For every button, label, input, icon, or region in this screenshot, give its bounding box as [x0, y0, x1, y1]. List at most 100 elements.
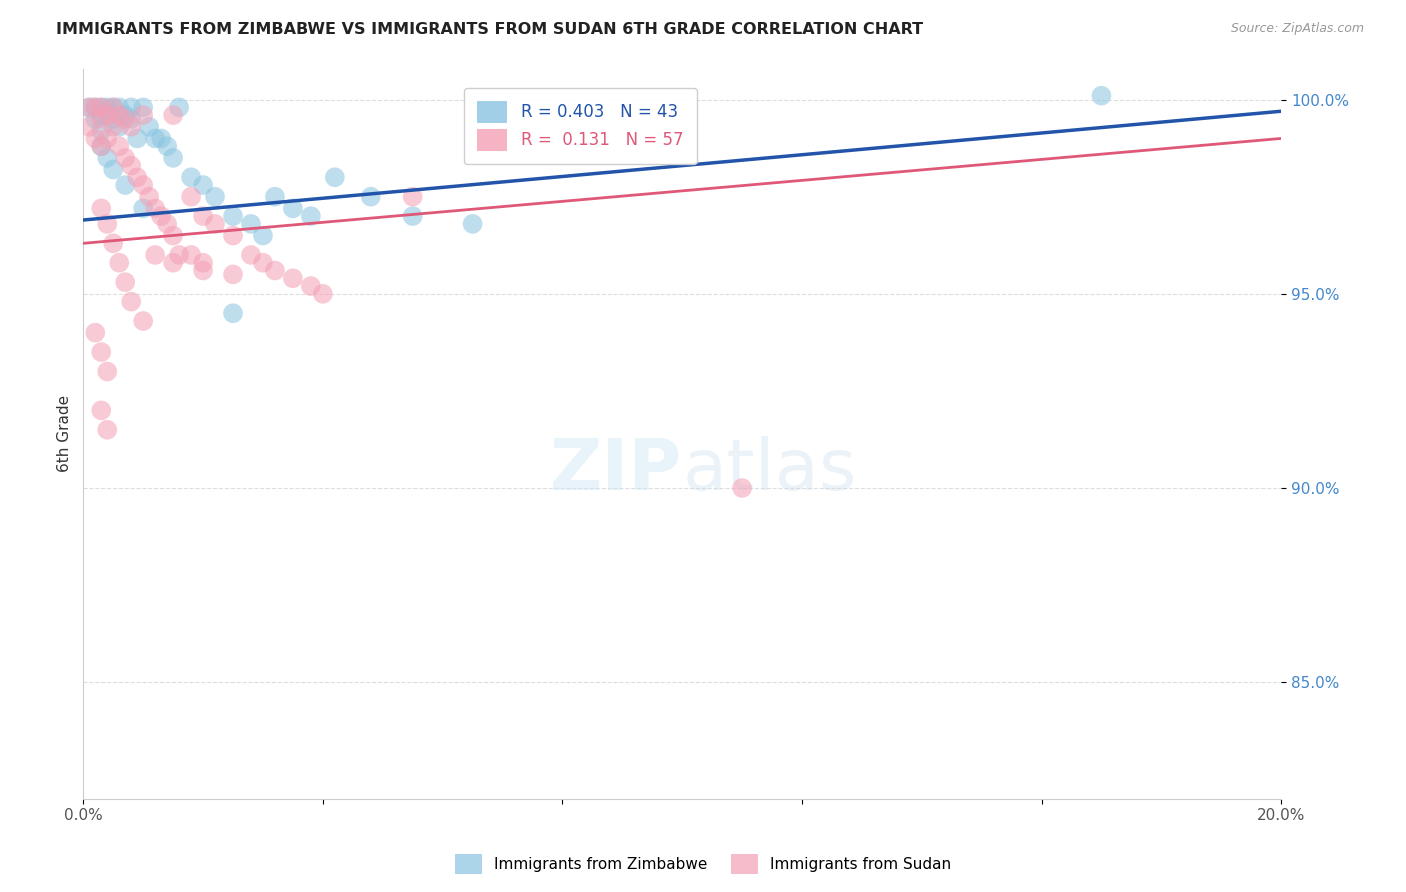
Point: [360, 190, 382, 204]
Point: [84, 112, 107, 126]
Point: [108, 120, 131, 134]
Point: [96, 131, 118, 145]
Point: [90, 112, 112, 126]
Point: [90, 123, 112, 137]
Text: IMMIGRANTS FROM ZIMBABWE VS IMMIGRANTS FROM SUDAN 6TH GRADE CORRELATION CHART: IMMIGRANTS FROM ZIMBABWE VS IMMIGRANTS F…: [56, 22, 924, 37]
Legend: Immigrants from Zimbabwe, Immigrants from Sudan: Immigrants from Zimbabwe, Immigrants fro…: [449, 848, 957, 880]
Point: [132, 202, 155, 216]
Point: [156, 217, 179, 231]
Point: [84, 100, 107, 114]
Text: ZIP: ZIP: [550, 435, 682, 505]
Point: [132, 314, 155, 328]
Point: [191, 256, 214, 270]
Point: [167, 248, 190, 262]
Point: [252, 228, 274, 243]
Point: [222, 268, 245, 282]
Point: [96, 217, 118, 231]
Point: [191, 178, 214, 192]
Point: [162, 228, 184, 243]
Point: [143, 202, 166, 216]
Point: [222, 306, 245, 320]
Point: [402, 209, 425, 223]
Point: [162, 256, 184, 270]
Point: [120, 120, 142, 134]
Point: [114, 178, 136, 192]
Text: Source: ZipAtlas.com: Source: ZipAtlas.com: [1230, 22, 1364, 36]
Point: [240, 217, 263, 231]
Point: [132, 100, 155, 114]
Point: [114, 275, 136, 289]
Point: [240, 248, 263, 262]
Point: [103, 100, 125, 114]
Point: [90, 403, 112, 417]
Point: [138, 190, 160, 204]
Point: [162, 151, 184, 165]
Text: atlas: atlas: [682, 435, 856, 505]
Point: [96, 100, 118, 114]
Point: [90, 139, 112, 153]
Point: [90, 100, 112, 114]
Point: [180, 248, 202, 262]
Point: [191, 263, 214, 277]
Point: [77, 100, 100, 114]
Point: [156, 139, 179, 153]
Point: [84, 131, 107, 145]
Point: [84, 326, 107, 340]
Point: [114, 151, 136, 165]
Point: [103, 236, 125, 251]
Point: [90, 100, 112, 114]
Point: [77, 100, 100, 114]
Point: [127, 170, 149, 185]
Point: [90, 108, 112, 122]
Point: [108, 139, 131, 153]
Point: [120, 159, 142, 173]
Point: [323, 170, 346, 185]
Point: [77, 120, 100, 134]
Point: [402, 190, 425, 204]
Point: [114, 112, 136, 126]
Point: [281, 202, 304, 216]
Point: [108, 108, 131, 122]
Y-axis label: 6th Grade: 6th Grade: [58, 395, 72, 472]
Point: [96, 108, 118, 122]
Legend: R = 0.403   N = 43, R =  0.131   N = 57: R = 0.403 N = 43, R = 0.131 N = 57: [464, 87, 696, 164]
Point: [180, 170, 202, 185]
Point: [222, 209, 245, 223]
Point: [143, 131, 166, 145]
Point: [103, 120, 125, 134]
Point: [138, 120, 160, 134]
Point: [132, 108, 155, 122]
Point: [103, 112, 125, 126]
Point: [1090, 88, 1112, 103]
Point: [252, 256, 274, 270]
Point: [114, 108, 136, 122]
Point: [132, 178, 155, 192]
Point: [103, 162, 125, 177]
Point: [191, 209, 214, 223]
Point: [264, 263, 287, 277]
Point: [143, 248, 166, 262]
Point: [96, 364, 118, 378]
Point: [461, 217, 484, 231]
Point: [103, 100, 125, 114]
Point: [90, 202, 112, 216]
Point: [264, 190, 287, 204]
Point: [120, 112, 142, 126]
Point: [120, 100, 142, 114]
Point: [120, 294, 142, 309]
Point: [281, 271, 304, 285]
Point: [150, 209, 173, 223]
Point: [299, 279, 322, 293]
Point: [96, 108, 118, 122]
Point: [96, 151, 118, 165]
Point: [127, 131, 149, 145]
Point: [84, 100, 107, 114]
Point: [731, 481, 754, 495]
Point: [96, 423, 118, 437]
Point: [180, 190, 202, 204]
Point: [150, 131, 173, 145]
Point: [108, 100, 131, 114]
Point: [312, 286, 335, 301]
Point: [90, 139, 112, 153]
Point: [90, 345, 112, 359]
